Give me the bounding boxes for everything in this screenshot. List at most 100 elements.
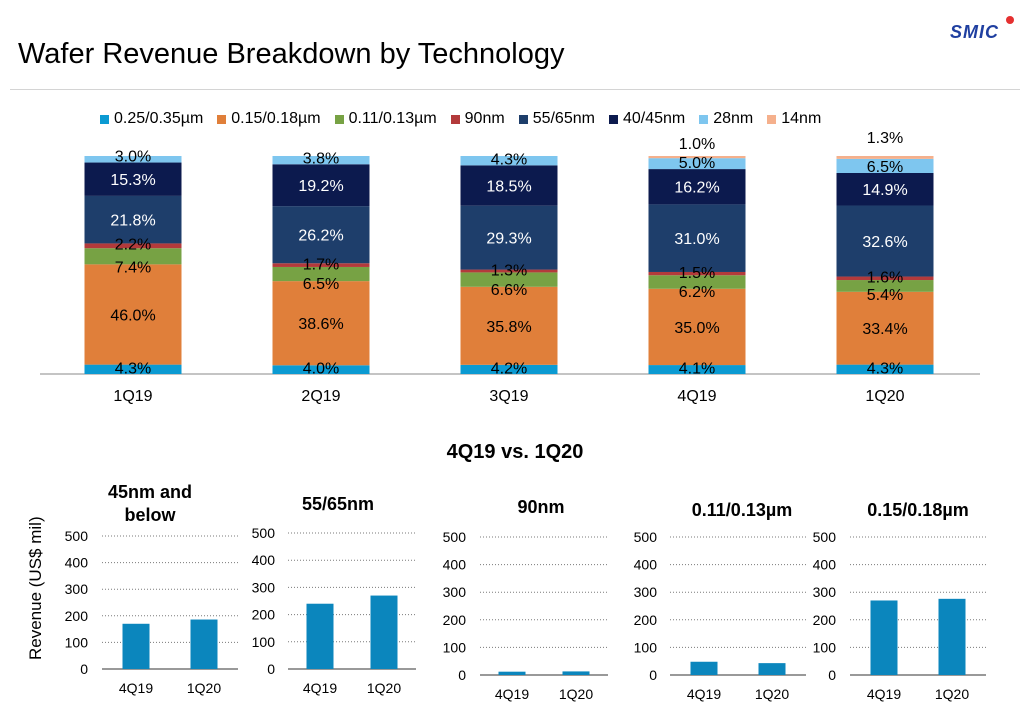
data-label: 26.2% [298, 228, 343, 245]
y-tick-label: 0 [828, 667, 836, 683]
x-tick-label: 4Q19 [867, 686, 901, 702]
legend-item: 0.15/0.18µm [217, 110, 321, 128]
data-label: 33.4% [862, 321, 907, 338]
revenue-bar [690, 661, 718, 675]
legend-label: 0.25/0.35µm [114, 110, 204, 127]
bar-segment [460, 286, 558, 365]
bar-segment [836, 173, 934, 206]
bar-segment [84, 156, 182, 163]
bar-segment [272, 281, 370, 366]
data-label: 4.0% [303, 361, 339, 378]
y-tick-label: 200 [252, 607, 276, 623]
x-tick-label: 1Q19 [113, 388, 152, 405]
y-tick-label: 0 [267, 661, 275, 677]
legend-label: 0.11/0.13µm [348, 110, 437, 127]
y-tick-label: 100 [813, 639, 837, 655]
bar-segment [84, 364, 182, 374]
bar-segment [648, 365, 746, 374]
legend-swatch [608, 114, 618, 124]
x-tick-label: 1Q20 [935, 686, 969, 702]
revenue-bar [122, 623, 150, 669]
bar-segment [84, 248, 182, 265]
data-label: 21.8% [110, 213, 155, 230]
legend-item: 40/45nm [608, 110, 686, 128]
x-tick-label: 4Q19 [303, 680, 337, 696]
y-tick-label: 500 [252, 525, 276, 541]
y-tick-label: 400 [634, 557, 658, 573]
y-tick-label: 300 [443, 584, 467, 600]
revenue-bar [306, 603, 334, 669]
y-tick-label: 100 [634, 639, 658, 655]
x-tick-label: 1Q20 [367, 680, 401, 696]
y-tick-label: 400 [65, 555, 89, 571]
bar-segment [84, 264, 182, 365]
data-label: 1.6% [867, 270, 903, 287]
revenue-bar [498, 671, 526, 675]
y-tick-label: 400 [252, 552, 276, 568]
data-label: 15.3% [110, 172, 155, 189]
bar-segment [648, 271, 746, 276]
legend-label: 40/45nm [622, 110, 686, 127]
y-tick-label: 300 [813, 584, 837, 600]
legend-swatch [334, 114, 344, 124]
x-tick-label: 4Q19 [119, 680, 153, 696]
y-tick-label: 0 [649, 667, 657, 683]
x-tick-label: 1Q20 [559, 686, 593, 702]
y-tick-label: 300 [634, 584, 658, 600]
bar-segment [648, 156, 746, 159]
data-label: 6.5% [303, 276, 339, 293]
stacked-chart-legend: 0.25/0.35µm 0.15/0.18µm 0.11/0.13µm 90nm 55/… [100, 110, 835, 128]
y-tick-label: 300 [65, 581, 89, 597]
bar-segment [84, 243, 182, 249]
y-tick-label: 500 [443, 529, 467, 545]
bar-segment [272, 263, 370, 267]
data-label: 7.4% [115, 259, 151, 276]
y-tick-label: 100 [65, 634, 89, 650]
revenue-bar [370, 595, 398, 669]
revenue-bar [758, 663, 786, 675]
bar-segment [836, 158, 934, 174]
data-label: 4.2% [491, 361, 527, 378]
small-chart-title: 55/65nm [301, 494, 375, 514]
data-label: 14.9% [862, 182, 907, 199]
x-tick-label: 4Q19 [687, 686, 721, 702]
y-tick-label: 200 [813, 612, 837, 628]
bar-segment [272, 164, 370, 207]
data-label: 18.5% [486, 179, 531, 196]
x-tick-label: 4Q19 [677, 388, 716, 405]
legend-label: 0.15/0.18µm [231, 110, 321, 127]
y-tick-label: 200 [443, 612, 467, 628]
legend-swatch [100, 114, 109, 124]
revenue-bar [562, 671, 590, 675]
data-label: 4.3% [867, 361, 903, 378]
bar-segment [836, 364, 934, 374]
legend-item: 14nm [767, 110, 821, 128]
data-label: 19.2% [298, 178, 343, 195]
x-tick-label: 1Q20 [187, 680, 221, 696]
legend-label: 14nm [781, 110, 822, 127]
y-tick-label: 500 [634, 529, 658, 545]
data-label: 6.5% [867, 159, 903, 176]
revenue-bar [870, 600, 898, 675]
data-label: 1.7% [303, 256, 339, 273]
x-tick-label: 4Q19 [495, 686, 529, 702]
legend-item: 0.25/0.35µm [100, 110, 203, 128]
revenue-axis-label: Revenue (US$ mil) [26, 516, 45, 660]
bar-segment [84, 195, 182, 244]
x-tick-label: 3Q19 [489, 388, 528, 405]
data-label: 38.6% [298, 316, 343, 333]
x-tick-label: 2Q19 [301, 388, 340, 405]
bar-segment [836, 280, 934, 292]
data-label: 35.0% [674, 320, 719, 337]
small-chart-title: 45nm and below [107, 482, 193, 525]
smic-logo: SMIC [950, 22, 999, 42]
bar-segment [836, 291, 934, 365]
bar-segment [460, 205, 558, 270]
y-tick-label: 300 [252, 579, 276, 595]
legend-item: 0.11/0.13µm [334, 110, 437, 128]
data-label: 32.6% [862, 234, 907, 251]
data-label: 3.0% [115, 149, 151, 166]
bar-segment [836, 156, 934, 159]
data-label: 46.0% [110, 307, 155, 324]
